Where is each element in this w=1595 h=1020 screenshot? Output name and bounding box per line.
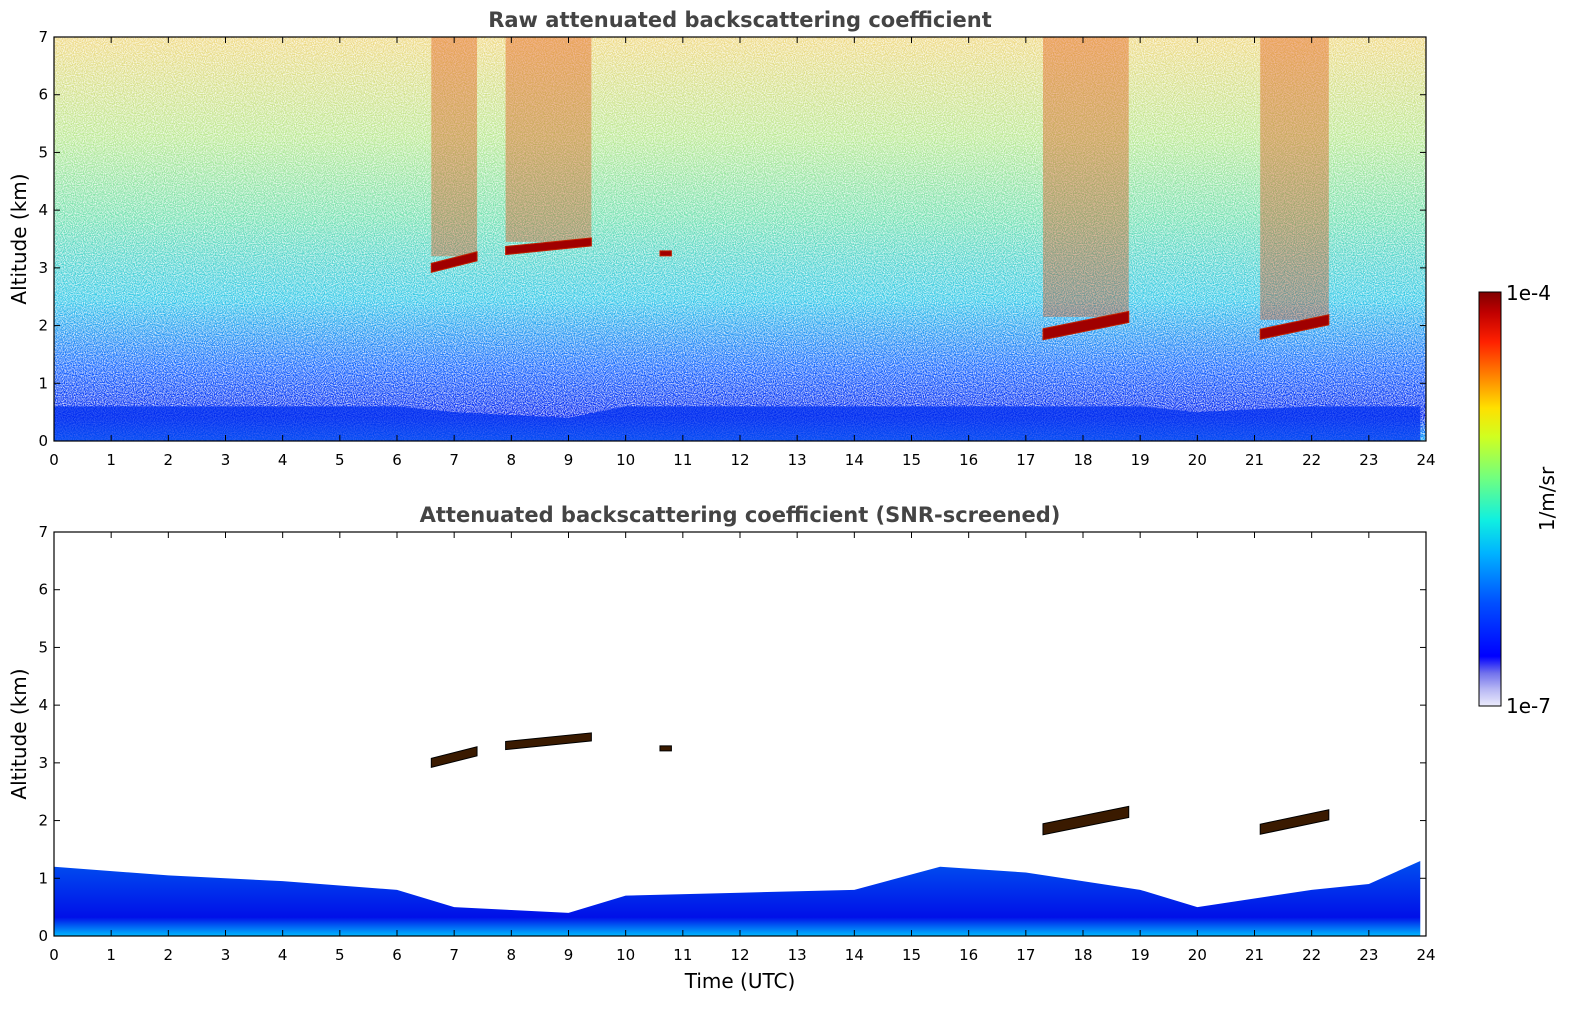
- x-axis-label: Time (UTC): [684, 969, 796, 993]
- colorbar-min-label: 1e-7: [1506, 694, 1551, 718]
- x-tick-label: 14: [845, 451, 864, 469]
- x-tick-label: 16: [959, 946, 978, 964]
- x-tick-label: 6: [392, 946, 402, 964]
- y-tick-label: 6: [38, 581, 48, 599]
- x-tick-label: 15: [902, 451, 921, 469]
- x-tick-label: 18: [1073, 451, 1092, 469]
- x-tick-label: 21: [1245, 451, 1264, 469]
- x-tick-label: 9: [564, 451, 574, 469]
- cloud-layer: [659, 250, 672, 257]
- x-tick-label: 19: [1131, 946, 1150, 964]
- y-tick-label: 4: [38, 201, 48, 219]
- x-tick-label: 20: [1188, 946, 1207, 964]
- x-tick-label: 2: [164, 946, 174, 964]
- x-tick-label: 0: [49, 946, 59, 964]
- x-tick-label: 4: [278, 946, 288, 964]
- x-tick-label: 17: [1016, 451, 1035, 469]
- x-tick-label: 24: [1416, 946, 1435, 964]
- top-y-axis-label: Altitude (km): [7, 173, 31, 304]
- x-tick-label: 3: [221, 451, 231, 469]
- cloud-layer: [659, 745, 672, 752]
- x-tick-label: 18: [1073, 946, 1092, 964]
- x-tick-label: 24: [1416, 451, 1435, 469]
- x-tick-label: 4: [278, 451, 288, 469]
- cloud-attenuation-band: [505, 37, 592, 242]
- cloud-layer: [430, 251, 478, 274]
- x-tick-label: 16: [959, 451, 978, 469]
- x-tick-label: 10: [616, 451, 635, 469]
- cloud-layer: [430, 746, 478, 769]
- cloud-layer: [1042, 310, 1130, 341]
- x-tick-label: 7: [449, 451, 459, 469]
- x-tick-label: 15: [902, 946, 921, 964]
- x-tick-label: 21: [1245, 946, 1264, 964]
- x-tick-label: 11: [673, 946, 692, 964]
- y-tick-label: 4: [38, 696, 48, 714]
- y-tick-label: 5: [38, 638, 48, 656]
- x-tick-label: 13: [788, 451, 807, 469]
- surface-layer: [54, 406, 1421, 441]
- x-tick-label: 23: [1359, 451, 1378, 469]
- x-tick-label: 14: [845, 946, 864, 964]
- x-tick-label: 10: [616, 946, 635, 964]
- y-tick-label: 0: [38, 432, 48, 450]
- y-tick-label: 1: [38, 869, 48, 887]
- x-tick-label: 5: [335, 451, 345, 469]
- x-tick-label: 1: [106, 946, 116, 964]
- x-tick-label: 12: [730, 946, 749, 964]
- cloud-layer: [1259, 314, 1330, 340]
- cloud-attenuation-band: [431, 37, 478, 257]
- x-tick-label: 13: [788, 946, 807, 964]
- y-tick-label: 5: [38, 143, 48, 161]
- snr-screened-panel: Attenuated backscattering coefficient (S…: [7, 503, 1436, 993]
- x-tick-label: 1: [106, 451, 116, 469]
- x-tick-label: 20: [1188, 451, 1207, 469]
- x-tick-label: 9: [564, 946, 574, 964]
- x-tick-label: 6: [392, 451, 402, 469]
- y-tick-label: 3: [38, 259, 48, 277]
- y-tick-label: 2: [38, 317, 48, 335]
- y-tick-label: 2: [38, 812, 48, 830]
- raw-backscatter-heatmap: [54, 37, 1426, 441]
- colorbar-frame: [1478, 291, 1502, 707]
- colorbar-gradient: [1479, 292, 1501, 706]
- boundary-layer-area: [54, 860, 1421, 936]
- y-tick-label: 1: [38, 374, 48, 392]
- colorbar: 1e-4 1e-7 1/m/sr: [1478, 281, 1559, 718]
- cloud-layer: [1259, 809, 1330, 835]
- y-tick-label: 6: [38, 86, 48, 104]
- x-tick-label: 2: [164, 451, 174, 469]
- x-tick-label: 5: [335, 946, 345, 964]
- cloud-attenuation-band: [1260, 37, 1329, 320]
- cloud-attenuation-band: [1042, 37, 1129, 317]
- x-tick-label: 12: [730, 451, 749, 469]
- cloud-layer: [1042, 805, 1130, 836]
- y-tick-label: 0: [38, 927, 48, 945]
- snr-screened-heatmap: [54, 532, 1426, 936]
- x-tick-label: 19: [1131, 451, 1150, 469]
- x-tick-label: 22: [1302, 451, 1321, 469]
- cloud-layer: [505, 237, 592, 256]
- x-tick-label: 0: [49, 451, 59, 469]
- x-tick-label: 7: [449, 946, 459, 964]
- raw-backscatter-panel: Raw attenuated backscattering coefficien…: [7, 8, 1436, 469]
- colorbar-max-label: 1e-4: [1506, 281, 1551, 305]
- x-tick-label: 11: [673, 451, 692, 469]
- bottom-y-axis-label: Altitude (km): [7, 668, 31, 799]
- top-panel-title: Raw attenuated backscattering coefficien…: [488, 8, 992, 32]
- x-tick-label: 17: [1016, 946, 1035, 964]
- y-tick-label: 3: [38, 754, 48, 772]
- x-tick-label: 22: [1302, 946, 1321, 964]
- y-tick-label: 7: [38, 523, 48, 541]
- x-tick-label: 3: [221, 946, 231, 964]
- y-tick-label: 7: [38, 28, 48, 46]
- bottom-panel-title: Attenuated backscattering coefficient (S…: [420, 503, 1061, 527]
- x-tick-label: 8: [507, 451, 517, 469]
- x-tick-label: 23: [1359, 946, 1378, 964]
- cloud-layer: [505, 732, 592, 751]
- colorbar-unit-label: 1/m/sr: [1535, 466, 1559, 531]
- x-tick-label: 8: [507, 946, 517, 964]
